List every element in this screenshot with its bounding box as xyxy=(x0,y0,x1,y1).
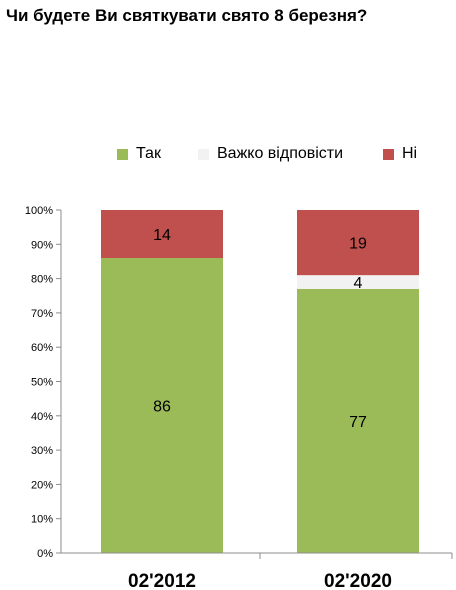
y-tick-label-8: 80% xyxy=(31,274,53,286)
x-category-label-1: 02'2020 xyxy=(324,571,392,590)
y-tick-label-7: 70% xyxy=(31,308,53,320)
y-tick-label-9: 90% xyxy=(31,239,53,251)
data-label-0-2: 14 xyxy=(153,227,171,244)
legend-swatch-tak xyxy=(117,148,128,160)
legend-swatch-hard-to-say xyxy=(198,148,209,160)
data-label-1-2: 19 xyxy=(349,236,367,253)
bar-segment-1-2 xyxy=(297,210,419,276)
data-label-0-0: 86 xyxy=(153,399,171,416)
legend-label-ni: Ні xyxy=(402,145,418,162)
y-tick-label-10: 100% xyxy=(25,205,53,217)
y-tick-label-0: 0% xyxy=(37,548,53,560)
bar-segment-0-0 xyxy=(101,258,223,553)
legend: Так Важко відповісти Ні xyxy=(0,143,456,165)
y-tick-label-6: 60% xyxy=(31,342,53,354)
data-label-1-0: 77 xyxy=(349,414,367,431)
bar-segment-1-0 xyxy=(297,288,419,553)
legend-swatch-ni xyxy=(383,148,394,160)
y-tick-label-1: 10% xyxy=(31,514,53,526)
legend-label-hard-to-say: Важко відповісти xyxy=(217,145,344,162)
chart-title: Чи будете Ви святкувати свято 8 березня? xyxy=(6,6,368,25)
y-tick-label-5: 50% xyxy=(31,377,53,389)
x-category-label-0: 02'2012 xyxy=(128,571,196,590)
legend-label-tak: Так xyxy=(136,145,161,162)
y-tick-label-2: 20% xyxy=(31,479,53,491)
legend-item-hard-to-say: Важко відповісти xyxy=(198,143,343,165)
y-tick-label-3: 30% xyxy=(31,445,53,457)
legend-item-tak: Так xyxy=(117,143,161,165)
data-label-1-1: 4 xyxy=(354,275,363,292)
legend-item-ni: Ні xyxy=(383,143,417,165)
y-tick-label-4: 40% xyxy=(31,411,53,423)
bar-segment-1-1 xyxy=(297,275,419,289)
bar-segment-0-2 xyxy=(101,210,223,259)
